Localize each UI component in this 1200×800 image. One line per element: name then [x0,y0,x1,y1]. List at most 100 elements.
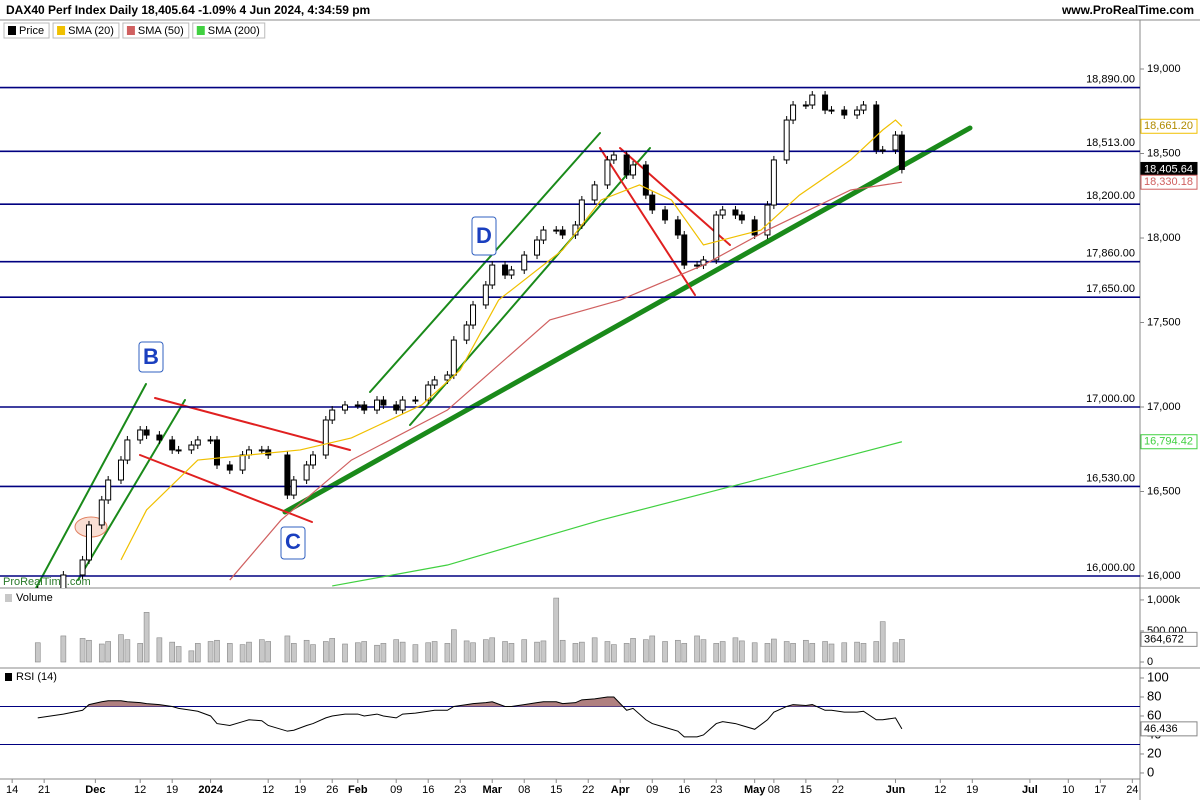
level-label: 17,650.00 [1086,283,1135,295]
y-tick-label: 17,000 [1147,401,1181,413]
volume-bar [732,637,739,663]
volume-bar [713,643,720,663]
y-tick-label: 16,000 [1147,570,1181,582]
value-label: 18,330.18 [1144,176,1193,188]
legend-box [122,22,190,39]
y-tick-label: 17,500 [1147,316,1181,328]
x-tick-label: 26 [326,784,338,796]
legend-swatch [8,26,16,35]
candle [143,429,150,436]
x-tick-label: 12 [134,784,146,796]
x-tick-label: 19 [166,784,178,796]
level-label: 18,890.00 [1086,74,1135,86]
x-tick-label: 19 [966,784,978,796]
volume-bar [771,638,777,663]
volume-bar [143,612,150,663]
candle [342,404,349,411]
candle [79,559,86,576]
volume-bar [463,640,470,663]
value-label: 364,672 [1144,633,1184,645]
trend-line [139,454,313,523]
volume-bar [803,639,809,663]
y-tick-label: 60 [1147,707,1161,722]
volume-bar [643,639,649,663]
candle [738,214,745,221]
x-tick-label: 12 [262,784,274,796]
source: www.ProRealTime.com [1061,3,1194,17]
candle [879,149,886,152]
volume-bar [86,639,92,663]
x-tick-label: May [744,784,766,796]
level-label: 16,000.00 [1086,562,1135,574]
legend-swatch [196,26,205,35]
legend-swatch [5,673,12,681]
volume-bar [137,643,143,663]
level-label: 18,513.00 [1086,137,1135,149]
candle [226,464,233,471]
x-tick-label: 22 [832,784,844,796]
legend-label: SMA (20) [68,25,114,37]
volume-bar [226,643,233,663]
candle [188,444,195,451]
trend-line [77,399,186,581]
volume-bar [393,639,400,663]
volume-bar [559,639,566,663]
volume-bar [380,643,387,663]
volume-bar [399,641,406,663]
value-label: 18,405.64 [1144,163,1193,175]
candle [623,154,630,176]
x-tick-label: 17 [1094,784,1106,796]
volume-bar [342,643,348,663]
x-tick-label: Feb [348,784,368,796]
x-tick-label: 19 [294,784,306,796]
volume-bar [611,644,617,663]
x-tick-label: 15 [550,784,562,796]
value-box [1140,434,1198,450]
legend-item: SMA (20) [52,22,120,39]
volume-bar [591,637,598,663]
y-tick-label: 1,000k [1147,594,1181,606]
candle [783,119,790,161]
volume-bar [649,635,656,663]
y-tick-label: 100 [1147,669,1169,684]
annotation-box [280,526,306,560]
candle [117,459,124,481]
y-tick-label: 18,000 [1147,232,1181,244]
volume-bar [175,646,182,663]
volume-bar [694,635,700,663]
candle [169,439,176,451]
legend-item: Price [3,22,50,39]
candle [732,209,739,216]
candle [105,479,112,501]
candle [502,264,509,276]
candle [290,479,297,496]
annotation: C [285,529,301,554]
volume-bar [540,640,547,663]
volume-bar [105,641,111,663]
legend: Price SMA (20) SMA (50) SMA (200) [3,22,266,39]
candle [175,449,182,452]
volume-bar [783,641,790,663]
candle [60,574,67,588]
legend-box [52,22,120,39]
volume-bar [502,641,508,663]
volume-bar [790,643,796,663]
candle [630,164,637,176]
y-tick-label: 18,500 [1147,147,1181,159]
candle [393,404,400,411]
legend-item: SMA (50) [122,22,190,39]
candle [674,219,681,236]
volume-bar [809,643,816,663]
volume-bar [604,641,611,663]
volume-bar [553,597,560,663]
candle [578,199,585,226]
candle [591,184,598,201]
candle [412,399,419,402]
candle [604,159,611,186]
volume-bar [239,644,246,663]
volume-bar [483,639,489,663]
candle [873,104,880,151]
x-tick-label: 23 [454,784,466,796]
value-box [1140,118,1198,134]
